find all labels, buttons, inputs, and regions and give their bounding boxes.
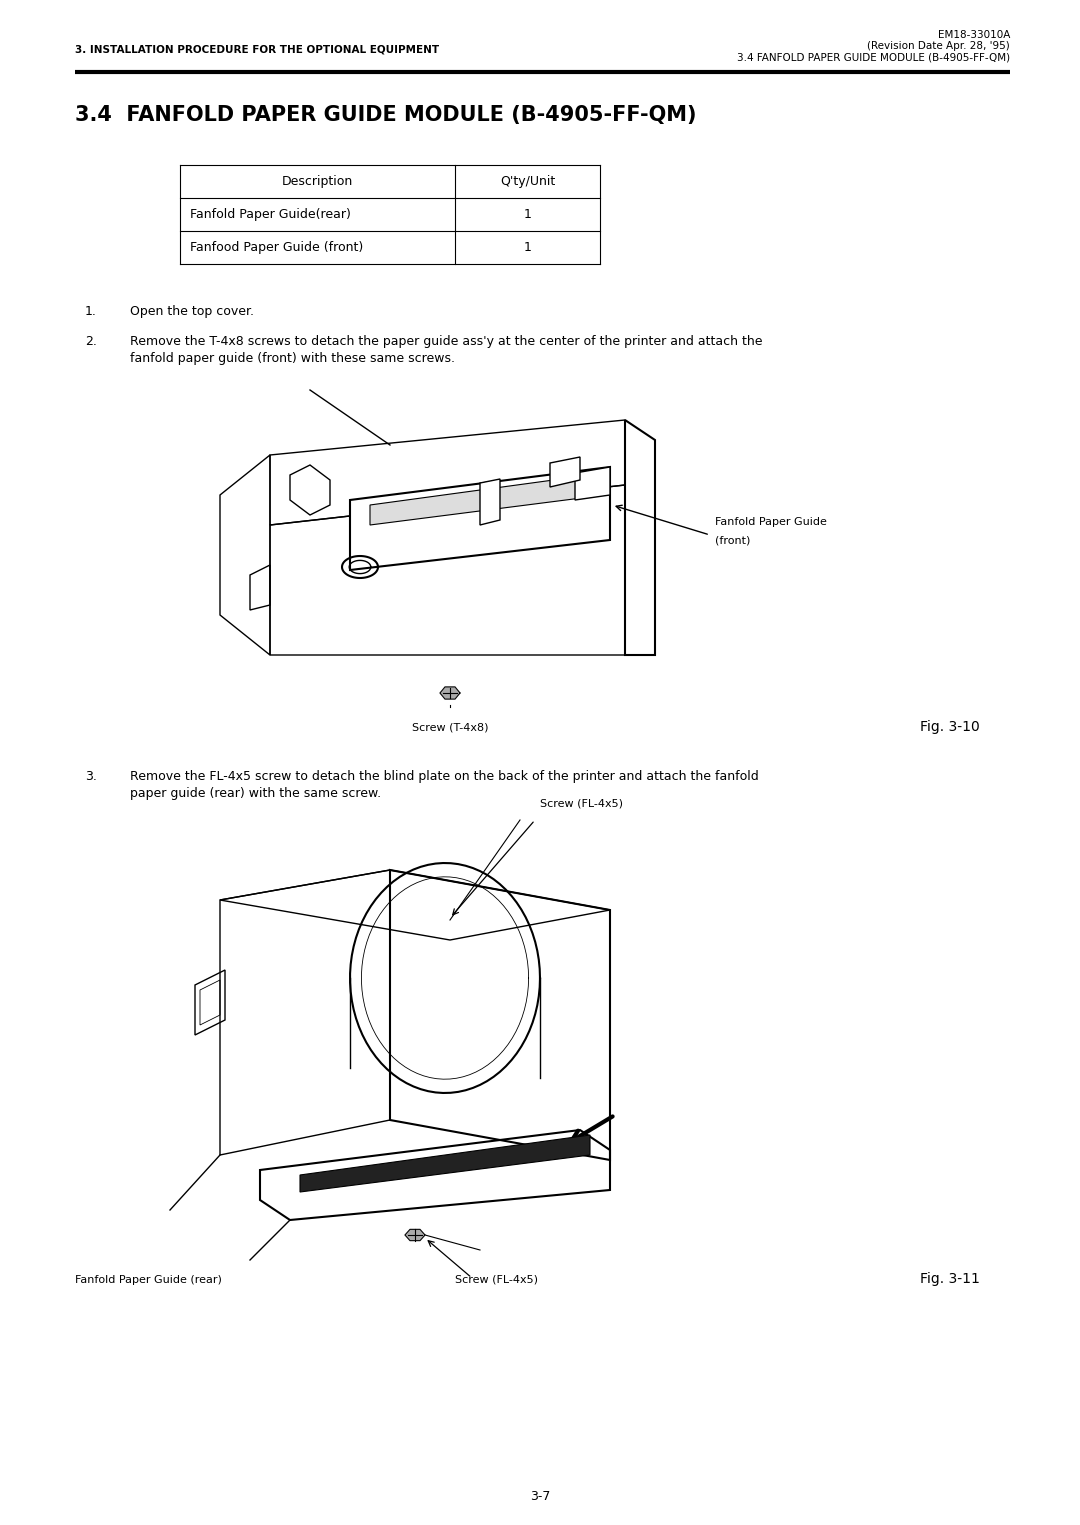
Text: (front): (front) <box>715 535 751 544</box>
Polygon shape <box>575 467 610 500</box>
Text: Fig. 3-10: Fig. 3-10 <box>920 720 980 734</box>
Text: Screw (T-4x8): Screw (T-4x8) <box>411 723 488 734</box>
Polygon shape <box>480 479 500 525</box>
Text: 3.4  FANFOLD PAPER GUIDE MODULE (B-4905-FF-QM): 3.4 FANFOLD PAPER GUIDE MODULE (B-4905-F… <box>75 105 697 125</box>
Text: Fanfold Paper Guide: Fanfold Paper Guide <box>715 517 827 528</box>
Text: Open the top cover.: Open the top cover. <box>130 305 254 319</box>
Polygon shape <box>300 1135 590 1193</box>
Polygon shape <box>550 458 580 486</box>
Text: Remove the FL-4x5 screw to detach the blind plate on the back of the printer and: Remove the FL-4x5 screw to detach the bl… <box>130 770 759 801</box>
Text: 3-7: 3-7 <box>530 1490 550 1504</box>
Text: 1: 1 <box>524 207 531 221</box>
Polygon shape <box>370 473 605 525</box>
Text: Remove the T-4x8 screws to detach the paper guide ass'y at the center of the pri: Remove the T-4x8 screws to detach the pa… <box>130 336 762 364</box>
Text: (Revision Date Apr. 28, '95): (Revision Date Apr. 28, '95) <box>867 41 1010 50</box>
Text: 3.4 FANFOLD PAPER GUIDE MODULE (B-4905-FF-QM): 3.4 FANFOLD PAPER GUIDE MODULE (B-4905-F… <box>737 52 1010 63</box>
Text: Fanfood Paper Guide (front): Fanfood Paper Guide (front) <box>190 241 363 255</box>
Text: 1.: 1. <box>85 305 97 319</box>
Text: 2.: 2. <box>85 336 97 348</box>
Text: Q'ty/Unit: Q'ty/Unit <box>500 175 555 188</box>
Text: 3.: 3. <box>85 770 97 782</box>
Text: 1: 1 <box>524 241 531 255</box>
Polygon shape <box>405 1229 426 1241</box>
Text: Description: Description <box>282 175 353 188</box>
Text: Fanfold Paper Guide (rear): Fanfold Paper Guide (rear) <box>75 1275 221 1286</box>
Polygon shape <box>440 686 460 698</box>
Polygon shape <box>350 467 610 570</box>
Text: EM18-33010A: EM18-33010A <box>937 30 1010 40</box>
Text: Fanfold Paper Guide(rear): Fanfold Paper Guide(rear) <box>190 207 351 221</box>
Text: Fig. 3-11: Fig. 3-11 <box>920 1272 980 1286</box>
Text: Screw (FL-4x5): Screw (FL-4x5) <box>455 1275 538 1286</box>
Text: 3. INSTALLATION PROCEDURE FOR THE OPTIONAL EQUIPMENT: 3. INSTALLATION PROCEDURE FOR THE OPTION… <box>75 46 440 55</box>
Text: Screw (FL-4x5): Screw (FL-4x5) <box>540 798 623 808</box>
